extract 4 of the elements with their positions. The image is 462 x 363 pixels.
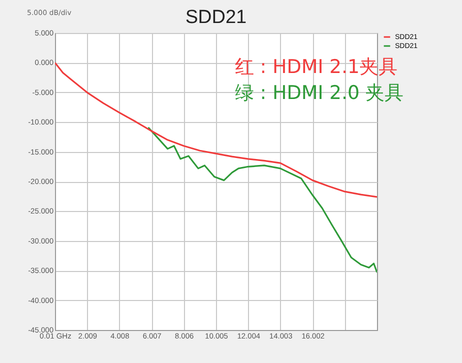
annotation: 红 : HDMI 2.1夹具: [235, 56, 398, 78]
annotation: 绿 : HDMI 2.0 夹具: [235, 82, 404, 104]
chart-title: SDD21: [185, 7, 247, 28]
line-series: [147, 126, 377, 274]
